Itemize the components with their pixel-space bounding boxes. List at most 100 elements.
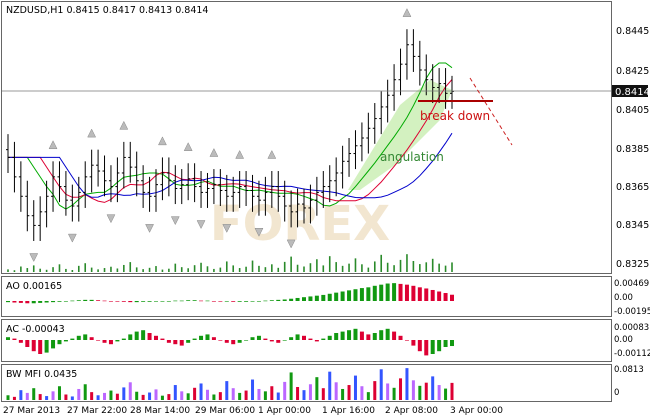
ac-tick: 0.00 [614,335,633,345]
mfi-tick: 0.0813 [614,365,644,375]
ao-bar [411,285,416,301]
ao-bar [128,301,133,303]
mfi-bar [263,391,267,400]
price-tick: 0.8405 [616,105,649,116]
volume-bars [7,254,453,272]
angulation-label: angulation [380,150,444,164]
mfi-bar [308,384,312,400]
ao-bar [38,301,43,303]
ao-bar [321,294,326,301]
fractal-down-icon [67,233,77,243]
ao-bar [340,291,345,301]
ao-bar [379,284,384,301]
mfi-bar [328,371,332,400]
mfi-bar [386,383,390,400]
price-tick: 0.8425 [616,66,649,77]
ao-bar [96,300,101,301]
mfi-bar [12,396,16,400]
ao-bar [314,295,319,301]
ac-bar [314,340,319,342]
fractal-up-icon [158,136,167,146]
current-price-badge [612,85,648,97]
mfi-bar [431,376,435,400]
ac-bar [385,328,390,340]
lips-line [8,62,453,210]
ac-bar [192,338,197,340]
mfi-bar [64,394,68,400]
watermark-text: FOREX [210,196,390,252]
ac-bar [147,333,152,340]
teeth-line [8,79,453,203]
ac-bar [282,340,287,341]
ao-bar [224,301,229,302]
ac-bar [366,334,371,340]
ao-bar [276,299,281,301]
ao-bar [134,301,139,303]
mfi-bar [251,379,255,400]
mfi-bar [19,390,23,400]
mfi-axis: 0.0813 0 [614,365,644,398]
ac-bar [25,340,30,347]
ao-bar [179,300,184,302]
mfi-tick: 0 [614,388,619,398]
fractal-up-icon [402,8,412,17]
price-tick: 0.8385 [616,144,649,155]
mfi-bar [424,382,428,400]
fractal-down-icon [196,220,206,230]
mfi-bar [96,395,100,400]
angulation-area [348,80,452,190]
fractal-up-icon [209,147,219,157]
ao-bar [166,301,171,302]
ao-bar [244,301,249,302]
fractal-up-icon [119,120,129,130]
ao-bar [237,301,242,302]
mfi-bar [38,394,42,400]
fractal-up-icon [267,149,277,159]
price-pane-frame [1,1,612,274]
ao-bar [70,300,75,302]
ao-bar [269,300,274,301]
fractal-down-icon [170,216,180,226]
mfi-bar [167,394,171,400]
ao-bar [76,300,81,301]
ac-bar [392,331,397,340]
ac-bar [398,335,403,340]
mfi-bar [173,385,177,400]
mfi-bar [57,386,61,400]
ac-label: AC -0.00043 [6,324,65,335]
ac-bar [173,340,178,345]
ao-bar [25,301,30,304]
ao-bar [372,285,377,301]
mfi-bar [444,388,448,400]
mfi-bar [193,387,197,400]
ao-bar [404,284,409,301]
ao-bar [199,300,204,302]
ao-bar [83,299,88,301]
ac-bar [295,334,300,340]
price-axis: 0.8445 0.8425 0.8405 0.8385 0.8365 0.834… [616,26,649,270]
candlesticks [6,29,454,241]
jaw-line [8,132,453,199]
ac-bar [289,337,294,340]
ao-bar [289,298,294,301]
ac-bar [430,340,435,354]
ac-bar [57,340,62,345]
ac-bar [450,340,454,347]
ac-bar [12,338,17,340]
mfi-bar [289,372,293,400]
mfi-bar [122,387,126,400]
ao-bar [218,301,223,302]
ao-bar [334,292,339,301]
ao-bar [160,301,165,302]
ao-bar [63,301,68,302]
ac-bar [128,334,133,340]
ac-bar [237,340,242,343]
mfi-bar [141,394,145,400]
ac-bar [327,335,332,340]
mfi-bar [418,385,422,400]
ao-axis: 0.00469 0.00 -0.00195 [614,279,650,317]
ao-bar [173,300,178,302]
ac-bar [199,335,204,340]
